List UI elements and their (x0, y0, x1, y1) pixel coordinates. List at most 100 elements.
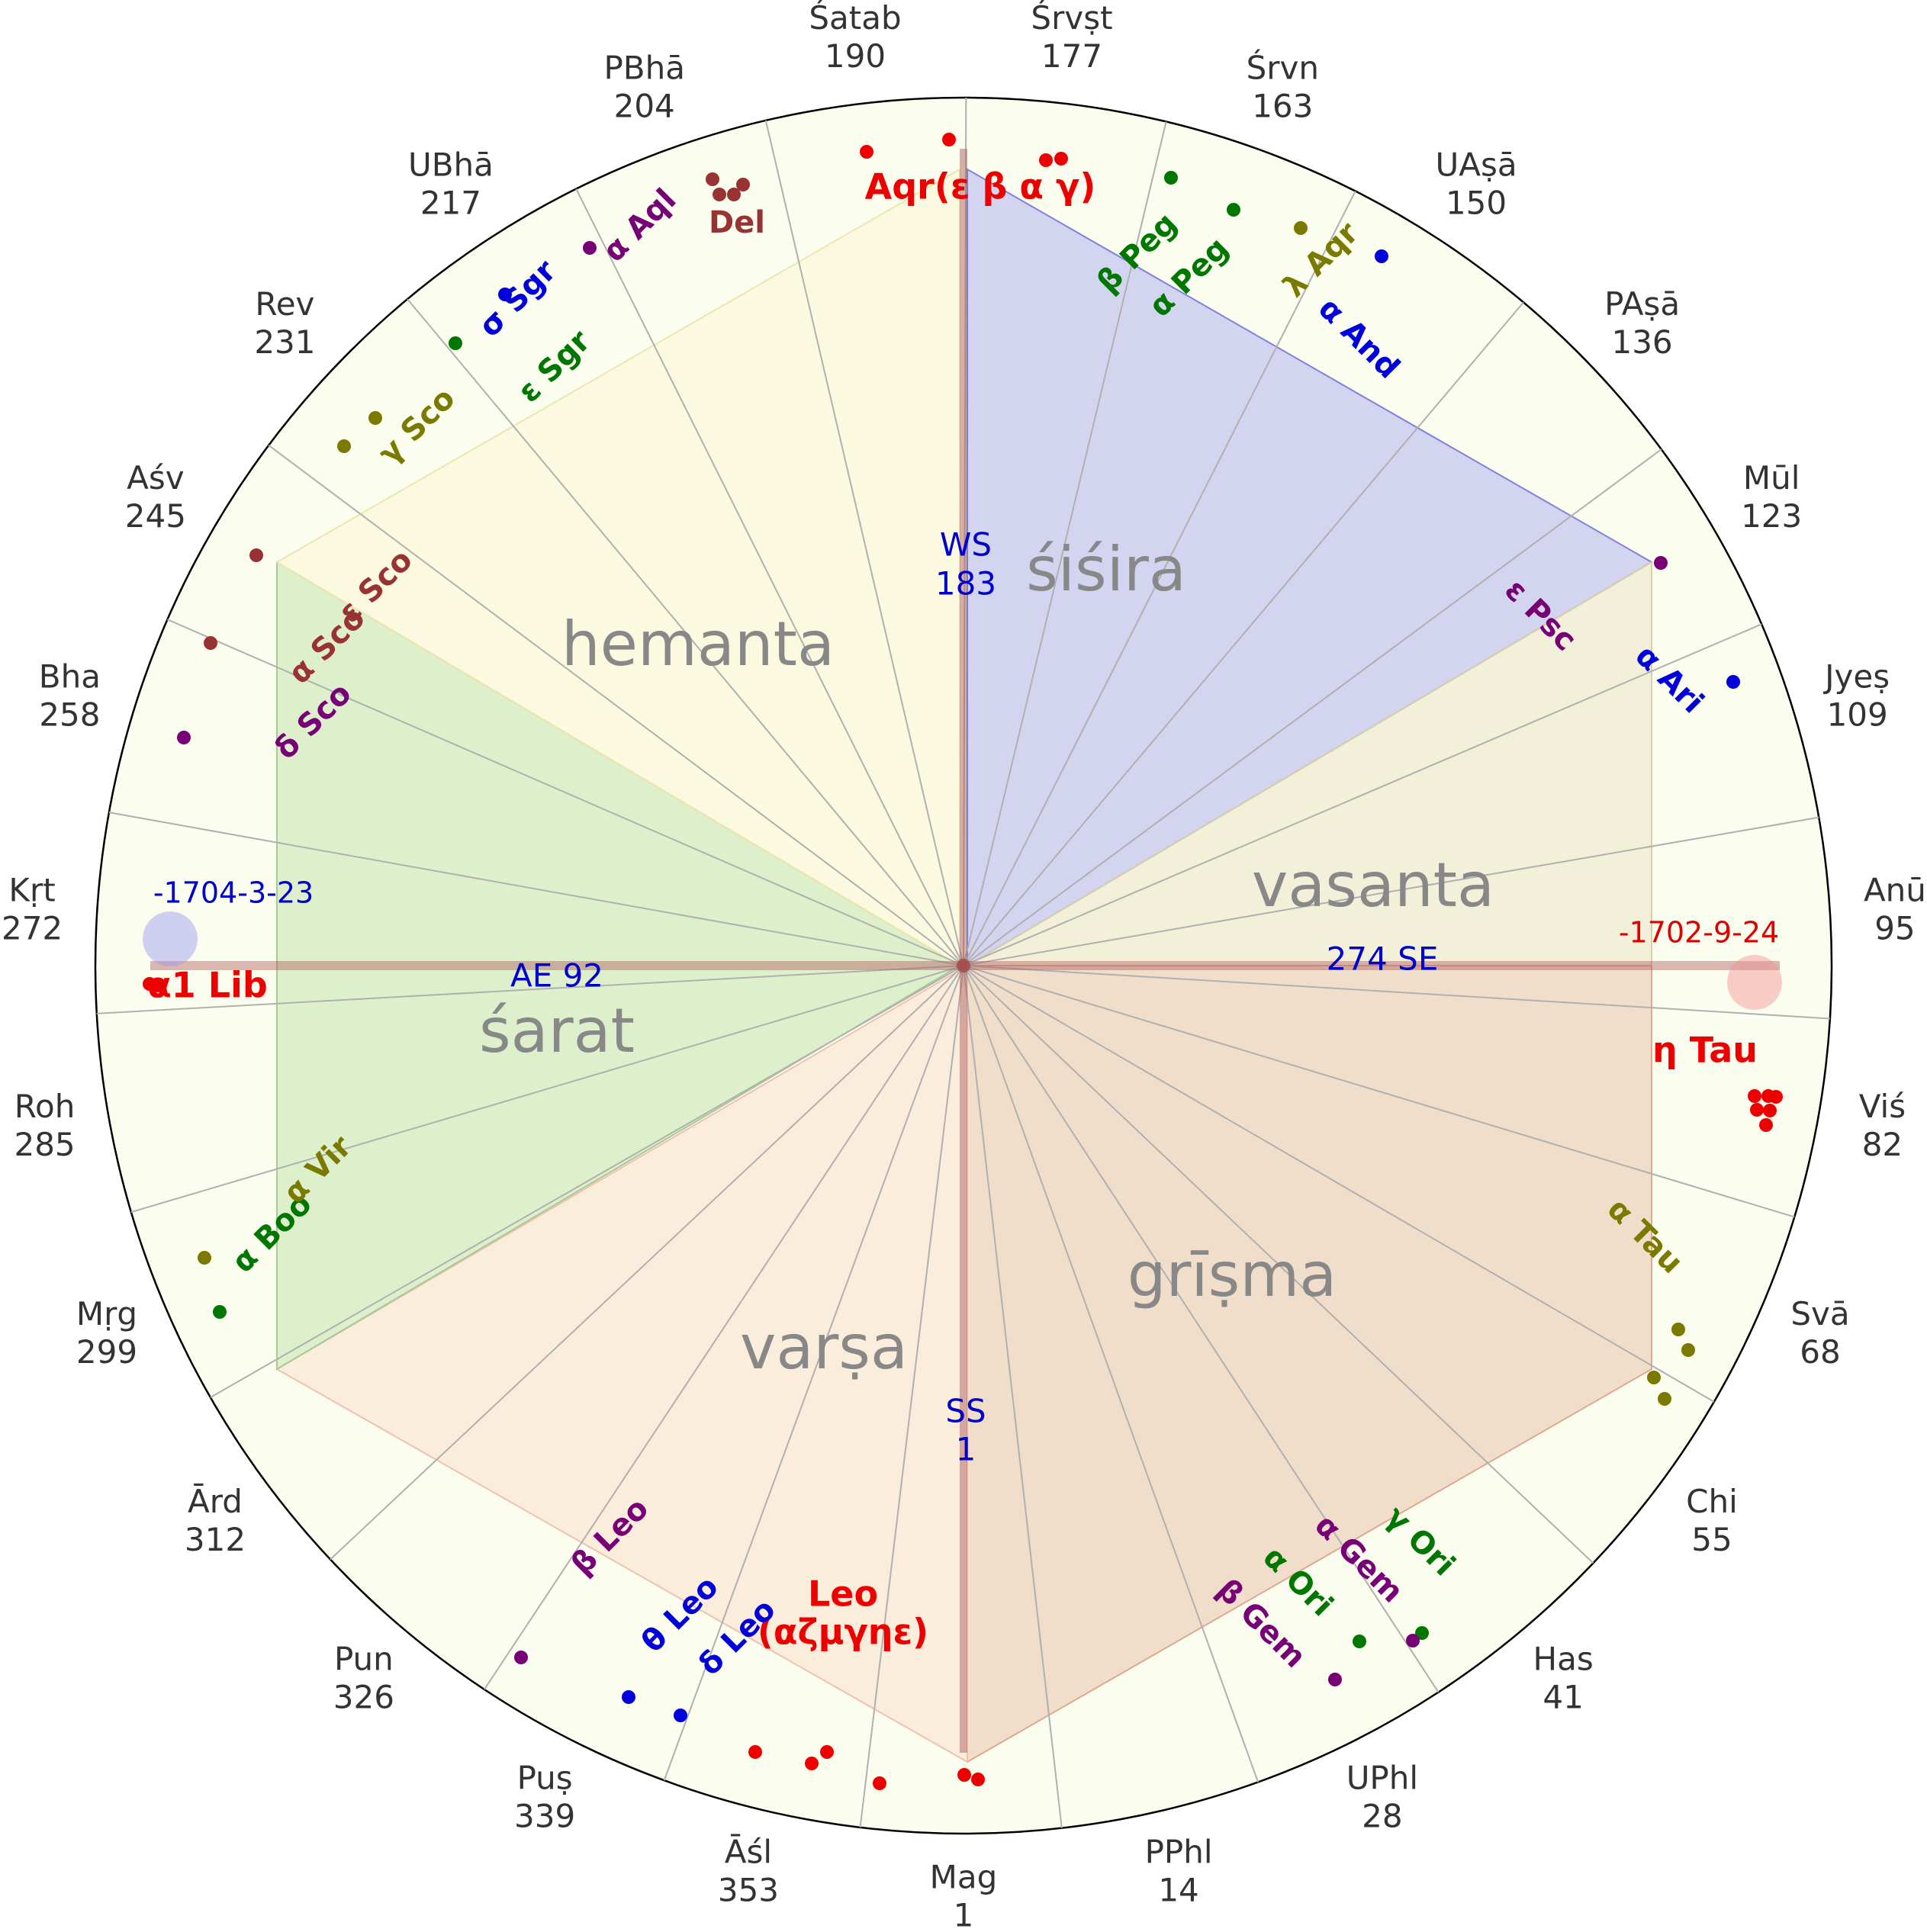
nakshatra-name: Svā (1790, 1295, 1849, 1332)
star-dot (860, 145, 873, 159)
star-dot (249, 548, 263, 562)
star-dot (1671, 1323, 1685, 1336)
date-right: -1702-9-24 (1619, 916, 1779, 950)
season-name: śiśira (1026, 534, 1186, 605)
star-label-line2: (αζμγηε) (758, 1612, 928, 1653)
nakshatra-name: Ārd (188, 1483, 243, 1520)
star-dot (674, 1709, 687, 1722)
spoke-line (575, 188, 964, 966)
nakshatra-name: UBhā (408, 146, 494, 184)
star-dot (1654, 556, 1668, 570)
nakshatra-degree: 41 (1543, 1678, 1583, 1715)
nakshatra-degree: 28 (1362, 1797, 1402, 1834)
nakshatra-name: Kṛt (8, 871, 55, 908)
nakshatra-degree: 326 (333, 1678, 394, 1715)
spoke-line (166, 619, 964, 966)
spoke-line (963, 965, 1259, 1783)
nakshatra-name: Has (1533, 1640, 1594, 1677)
star-dot (1750, 1103, 1764, 1117)
star-dot (1054, 152, 1068, 166)
nakshatra-name: UAṣā (1436, 146, 1517, 184)
season-name: grīṣma (1128, 1239, 1337, 1310)
spoke-line (963, 816, 1819, 966)
nakshatra-degree: 1 (954, 1897, 974, 1932)
star-dot (748, 1745, 762, 1759)
spoke-line (330, 965, 964, 1561)
nakshatra-degree: 55 (1691, 1521, 1732, 1558)
nakshatra-degree: 109 (1827, 696, 1888, 734)
autumn-equinox: AE 92 (510, 957, 603, 995)
star-dot (337, 439, 351, 453)
star-dot (1227, 203, 1240, 217)
star-dots (143, 133, 1783, 1790)
nakshatra-name: Bha (39, 658, 101, 696)
nakshatra-name: Puṣ (517, 1759, 573, 1796)
star-label: Aqr(ε β α γ) (865, 166, 1096, 207)
star-dot (198, 1251, 211, 1265)
spoke-line (963, 121, 1167, 966)
star-dot (1353, 1635, 1366, 1648)
star-dot (368, 411, 382, 425)
star-dot (1763, 1104, 1777, 1117)
nakshatra-degree: 95 (1874, 909, 1915, 947)
nakshatra-degree: 68 (1800, 1333, 1840, 1371)
star-dot (1164, 171, 1178, 185)
nakshatra-degree: 299 (76, 1333, 137, 1371)
star-dot (204, 636, 217, 650)
nakshatra-name: PPhl (1145, 1834, 1213, 1871)
star-dot (1681, 1343, 1695, 1357)
nakshatra-degree: 177 (1041, 37, 1102, 75)
nakshatra-name: Viś (1859, 1088, 1906, 1125)
spoke-line (963, 965, 1594, 1564)
star-dot (498, 288, 512, 301)
star-dot (713, 188, 726, 201)
spoke-line (963, 965, 1063, 1828)
star-dot (1647, 1371, 1661, 1384)
spring-equinox: 274 SE (1327, 940, 1439, 978)
nakshatra-name: Mṛg (76, 1295, 137, 1332)
nakshatra-name: Chi (1686, 1483, 1738, 1520)
star-dot (942, 133, 956, 146)
nakshatra-name: Śatab (809, 0, 901, 37)
spoke-line (210, 965, 964, 1398)
star-dot (1039, 153, 1053, 167)
nakshatra-degree: 217 (420, 185, 481, 222)
nakshatra-degree: 136 (1611, 323, 1672, 361)
nakshatra-degree: 285 (14, 1126, 75, 1163)
star-dot (1415, 1626, 1429, 1640)
winter-solstice-value: 183 (935, 565, 996, 603)
nakshatra-degree: 123 (1741, 497, 1802, 535)
nakshatra-degree: 353 (718, 1872, 779, 1909)
star-dot (971, 1773, 985, 1786)
star-dot (957, 1768, 971, 1782)
spoke-line (963, 191, 1356, 966)
spoke-line (963, 965, 1795, 1218)
season-name: varṣa (740, 1312, 908, 1383)
season-polygons (275, 168, 1653, 1763)
solstice-equinox-axes (143, 149, 1782, 1753)
nakshatra-name: Śrvṣt (1031, 0, 1112, 37)
spoke-line (963, 965, 1440, 1693)
spoke-line (963, 448, 1662, 966)
star-dot (583, 241, 597, 255)
nakshatra-name: Anū (1864, 871, 1926, 908)
